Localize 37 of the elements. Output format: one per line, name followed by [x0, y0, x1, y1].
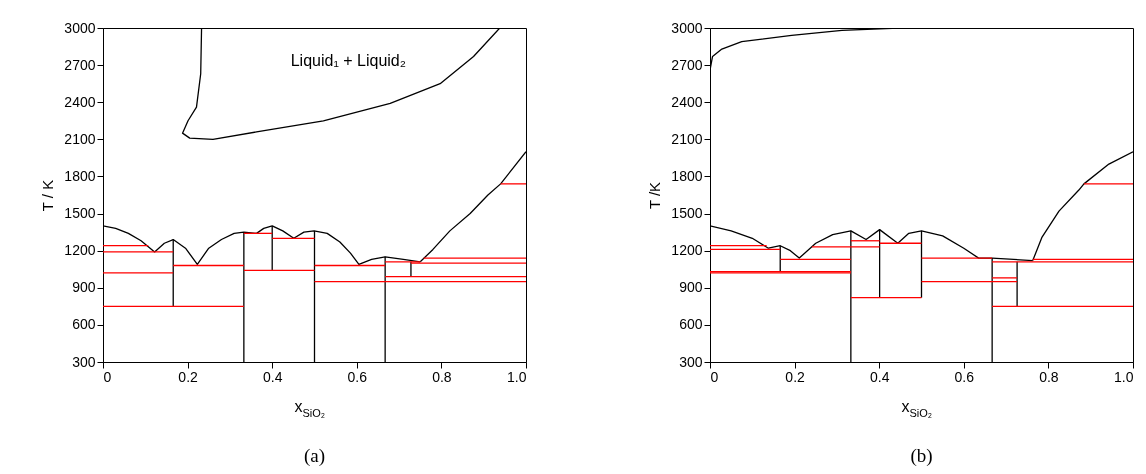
y-tick-label: 3000 [671, 19, 703, 36]
x-tick-label: 0.2 [178, 368, 199, 385]
x-tick-label: 0.4 [869, 368, 890, 385]
y-tick-label: 600 [72, 316, 96, 333]
y-tick-label: 900 [679, 279, 703, 296]
x-tick-label: 0.6 [954, 368, 975, 385]
x-tick-label: 0.8 [432, 368, 452, 385]
x-tick-label: 1.0 [507, 368, 527, 385]
x-tick-label: 0.8 [1039, 368, 1059, 385]
text: (a) [303, 445, 326, 467]
y-tick-label: 3000 [64, 19, 96, 36]
y-tick-label: 300 [679, 353, 703, 370]
x-tick-label: 0 [103, 368, 112, 385]
y-tick-label: 1200 [64, 242, 96, 259]
y-tick-label: 1800 [671, 167, 703, 184]
text: (b) [910, 445, 933, 467]
x-tick-label: 1.0 [1114, 368, 1134, 385]
y-tick-label: 2100 [671, 130, 703, 147]
y-tick-label: 2700 [671, 56, 703, 73]
y-axis-title: T /K [646, 181, 664, 210]
y-tick-label: 300 [72, 353, 96, 370]
y-tick-label: 2100 [64, 130, 96, 147]
x-tick-label: 0.2 [785, 368, 806, 385]
y-tick-label: 2400 [671, 93, 703, 110]
y-axis-title: T / K [39, 179, 57, 212]
y-tick-label: 2400 [64, 93, 96, 110]
x-tick-label: 0 [710, 368, 719, 385]
y-tick-label: 1500 [671, 205, 703, 222]
y-tick-label: 900 [72, 279, 96, 296]
y-tick-label: 1500 [64, 205, 96, 222]
x-tick-label: 0.4 [262, 368, 283, 385]
annotation: Liquid₁ + Liquid₂ [290, 52, 406, 70]
y-tick-label: 600 [679, 316, 703, 333]
y-tick-label: 1800 [64, 167, 96, 184]
y-tick-label: 2700 [64, 56, 96, 73]
x-tick-label: 0.6 [347, 368, 368, 385]
y-tick-label: 1200 [671, 242, 703, 259]
